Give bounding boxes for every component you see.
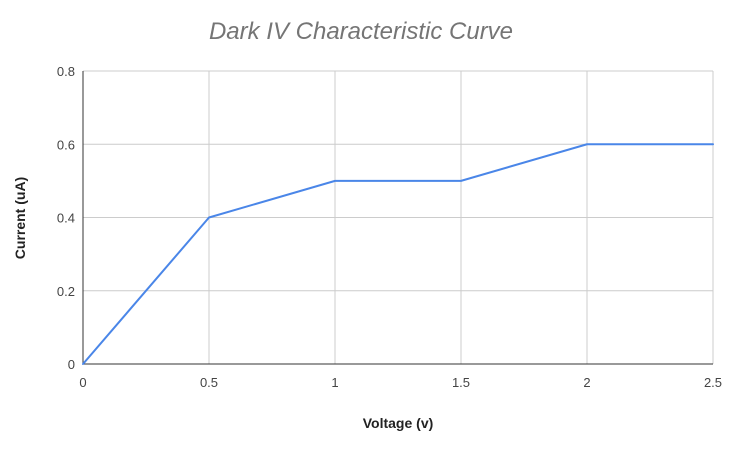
y-axis-label: Current (uA)	[12, 177, 28, 259]
x-tick-label: 2	[583, 375, 590, 390]
series-line	[82, 143, 714, 365]
y-tick-label: 0.8	[57, 64, 75, 79]
x-tick-label: 1.5	[452, 375, 470, 390]
x-tick-label: 0.5	[200, 375, 218, 390]
chart-title: Dark IV Characteristic Curve	[209, 18, 513, 45]
axes	[82, 71, 713, 365]
y-tick-label: 0.6	[57, 137, 75, 152]
grid	[83, 70, 714, 364]
x-tick-label: 2.5	[704, 375, 722, 390]
x-tick-label: 1	[331, 375, 338, 390]
y-tick-label: 0	[68, 357, 75, 372]
y-tick-label: 0.4	[57, 211, 75, 226]
y-tick-label: 0.2	[57, 284, 75, 299]
x-tick-label: 0	[79, 375, 86, 390]
series-layer	[82, 143, 714, 365]
x-axis-label: Voltage (v)	[363, 415, 434, 431]
tick-labels: 0 0.5 1 1.5 2 2.5 0 0.2 0.4 0.6 0.8	[57, 64, 722, 390]
